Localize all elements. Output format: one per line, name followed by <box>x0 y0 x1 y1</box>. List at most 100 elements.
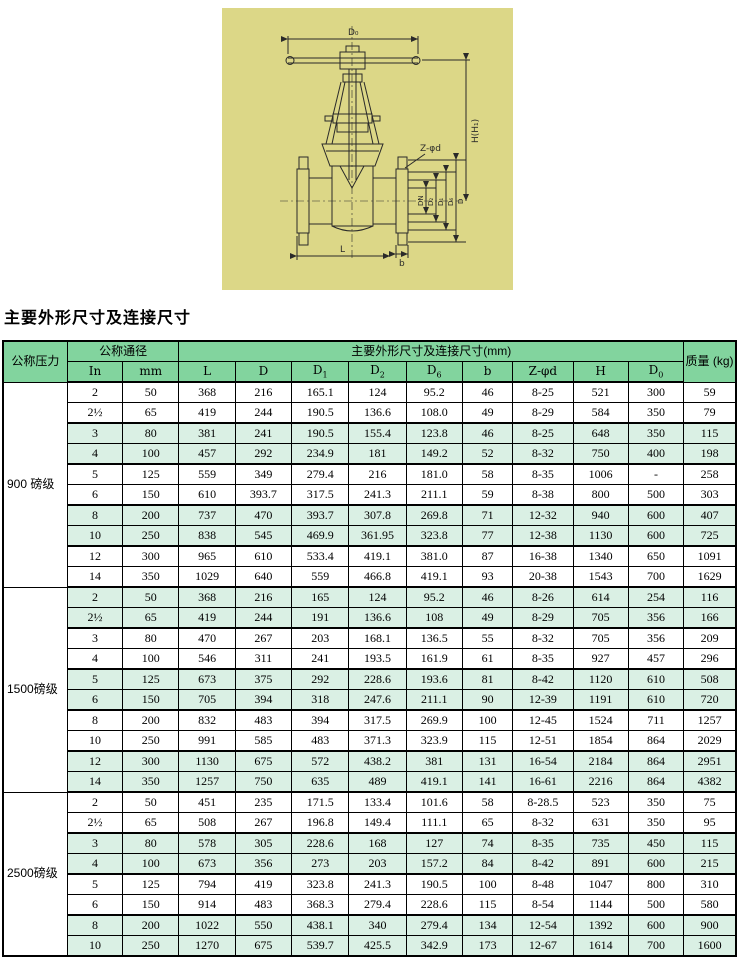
cell: 279.4 <box>348 894 407 916</box>
cell: 737 <box>178 504 236 526</box>
cell: 6 <box>66 484 124 506</box>
cell: 216 <box>234 381 293 403</box>
cell: 610 <box>627 668 685 690</box>
cell: 483 <box>291 730 350 752</box>
cell: 2½ <box>66 607 124 629</box>
cell: 279.4 <box>291 463 350 485</box>
cell: 1029 <box>178 566 236 588</box>
table-row: 2500磅级 2 50 451 235 171.5 133.4 101.6 58 8-28.5 52… <box>2 791 737 957</box>
table-row: 12 300 965 610 533.4 419.1 381.0 87 16-38 1340 650… <box>3 545 737 567</box>
cell: 50 <box>122 381 180 403</box>
valve-diagram-panel: D₀ H(H₁) Z-φd DN D₂ D₁ D₆ D b L <box>222 8 513 290</box>
cell: 1022 <box>178 914 236 936</box>
dim-label-d1: D₁ <box>437 198 445 206</box>
cell: 1340 <box>572 545 629 567</box>
cell: 84 <box>461 853 514 875</box>
cell: 12 <box>66 750 124 772</box>
table-row: 6 150 610 393.7 317.5 241.3 211.1 59 8-38 800 500 3… <box>3 484 737 506</box>
cell: 244 <box>234 402 293 424</box>
table-row: 6 150 705 394 318 247.6 211.1 90 12-39 1191 610 720 <box>3 689 737 711</box>
cell: 8-32 <box>512 443 574 465</box>
cell: 585 <box>234 730 293 752</box>
cell: 578 <box>178 832 236 854</box>
cell: 65 <box>122 812 180 834</box>
cell: 100 <box>122 443 180 465</box>
cell: 307.8 <box>348 504 407 526</box>
cell: 356 <box>234 853 293 875</box>
cell: 8-42 <box>512 853 574 875</box>
cell: 8-38 <box>512 484 574 506</box>
cell: 12-51 <box>512 730 574 752</box>
cell: 317.5 <box>348 709 407 731</box>
cell: 165 <box>291 586 350 608</box>
cell: 650 <box>627 545 685 567</box>
cell: 317.5 <box>291 484 350 506</box>
cell: 8 <box>66 914 124 936</box>
cell: 350 <box>627 402 685 424</box>
cell: 12-45 <box>512 709 574 731</box>
column-header: D2 <box>348 361 407 383</box>
cell: 155.4 <box>348 422 407 444</box>
cell: 241 <box>291 648 350 670</box>
cell: 2216 <box>572 771 629 793</box>
cell: 1257 <box>178 771 236 793</box>
cell: 350 <box>122 566 180 588</box>
cell: 100 <box>122 853 180 875</box>
pressure-class-label: 1500磅级 <box>2 586 68 793</box>
cell: 8-28.5 <box>512 791 574 813</box>
cell: 46 <box>461 381 514 403</box>
cell: - <box>627 463 685 485</box>
dim-label-d: D <box>457 199 465 204</box>
cell: 136.6 <box>348 402 407 424</box>
cell: 8-32 <box>512 812 574 834</box>
cell: 735 <box>572 832 629 854</box>
cell: 600 <box>627 853 685 875</box>
cell: 241.3 <box>348 873 407 895</box>
cell: 12-39 <box>512 689 574 711</box>
cell: 133.4 <box>348 791 407 813</box>
dim-label-b: b <box>399 259 405 269</box>
cell: 457 <box>178 443 236 465</box>
cell: 635 <box>291 771 350 793</box>
cell: 115 <box>683 422 737 444</box>
dim-label-d0: D₀ <box>348 28 359 38</box>
cell: 6 <box>66 689 124 711</box>
cell: 310 <box>683 873 737 895</box>
cell: 193.6 <box>405 668 463 690</box>
cell: 49 <box>461 607 514 629</box>
cell: 200 <box>122 709 180 731</box>
cell: 190.5 <box>291 422 350 444</box>
table-row: 10 250 991 585 483 371.3 323.9 115 12-51 1854 864 2… <box>3 730 737 752</box>
cell: 4 <box>66 853 124 875</box>
cell: 8-35 <box>512 832 574 854</box>
cell: 533.4 <box>291 545 350 567</box>
cell: 149.4 <box>348 812 407 834</box>
table-row: 10 250 1270 675 539.7 425.5 342.9 173 12-67 1614 7… <box>3 935 737 957</box>
cell: 95.2 <box>405 381 463 403</box>
cell: 451 <box>178 791 236 813</box>
cell: 292 <box>291 668 350 690</box>
cell: 190.5 <box>291 402 350 424</box>
cell: 279.4 <box>405 914 463 936</box>
cell: 559 <box>291 566 350 588</box>
table-row: 4 100 546 311 241 193.5 161.9 61 8-35 927 457 296 <box>3 648 737 670</box>
pressure-class-label: 2500磅级 <box>2 791 68 957</box>
table-row: 3 80 578 305 228.6 168 127 74 8-35 735 450 115 <box>3 832 737 854</box>
cell: 300 <box>122 545 180 567</box>
cell: 419 <box>178 607 236 629</box>
cell: 580 <box>683 894 737 916</box>
cell: 640 <box>234 566 293 588</box>
cell: 457 <box>627 648 685 670</box>
cell: 49 <box>461 402 514 424</box>
cell: 8-35 <box>512 648 574 670</box>
cell: 419.1 <box>405 771 463 793</box>
cell: 8-35 <box>512 463 574 485</box>
dimensions-table: 公称压力 公称通径 主要外形尺寸及连接尺寸(mm) 质量 (kg) In mm L D… <box>2 340 737 957</box>
cell: 87 <box>461 545 514 567</box>
cell: 483 <box>234 709 293 731</box>
cell: 3 <box>66 627 124 649</box>
cell: 349 <box>234 463 293 485</box>
table-row: 8 200 1022 550 438.1 340 279.4 134 12-54 1392 600 9… <box>3 914 737 936</box>
cell: 250 <box>122 730 180 752</box>
cell: 323.9 <box>405 730 463 752</box>
